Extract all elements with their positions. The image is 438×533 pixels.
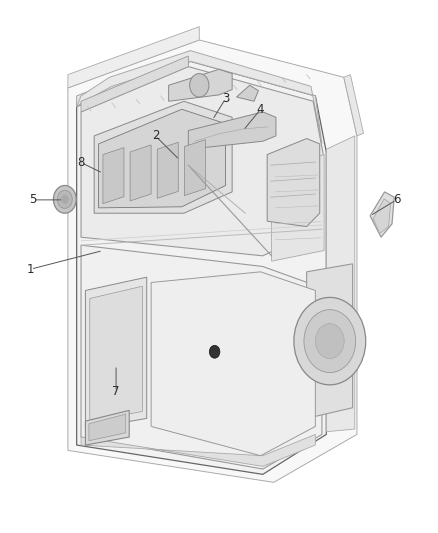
Text: 2: 2 bbox=[152, 130, 159, 142]
Polygon shape bbox=[237, 85, 258, 101]
Text: 6: 6 bbox=[392, 193, 400, 206]
Polygon shape bbox=[188, 112, 276, 149]
Polygon shape bbox=[89, 414, 126, 441]
Text: 3: 3 bbox=[222, 92, 229, 105]
Text: 1: 1 bbox=[27, 263, 35, 276]
Polygon shape bbox=[85, 410, 129, 445]
Text: 8: 8 bbox=[78, 156, 85, 169]
Polygon shape bbox=[103, 148, 124, 204]
Polygon shape bbox=[94, 101, 232, 213]
Polygon shape bbox=[307, 264, 353, 418]
Polygon shape bbox=[267, 139, 320, 227]
Polygon shape bbox=[81, 56, 188, 112]
Polygon shape bbox=[99, 109, 226, 208]
Polygon shape bbox=[157, 142, 178, 198]
Circle shape bbox=[61, 195, 68, 204]
Text: 5: 5 bbox=[29, 193, 36, 206]
Polygon shape bbox=[77, 61, 326, 474]
Polygon shape bbox=[81, 67, 323, 256]
Polygon shape bbox=[184, 140, 205, 196]
Text: 7: 7 bbox=[112, 385, 120, 398]
Circle shape bbox=[53, 185, 76, 213]
Circle shape bbox=[315, 324, 344, 359]
Polygon shape bbox=[151, 272, 315, 456]
Polygon shape bbox=[373, 199, 391, 233]
Polygon shape bbox=[272, 155, 324, 261]
Polygon shape bbox=[68, 40, 357, 482]
Circle shape bbox=[304, 310, 356, 373]
Polygon shape bbox=[77, 51, 322, 144]
Circle shape bbox=[57, 190, 72, 208]
Text: 4: 4 bbox=[257, 103, 265, 116]
Polygon shape bbox=[90, 286, 142, 421]
Polygon shape bbox=[77, 51, 191, 107]
Polygon shape bbox=[130, 145, 151, 201]
Circle shape bbox=[294, 297, 366, 385]
Polygon shape bbox=[85, 277, 147, 429]
Polygon shape bbox=[344, 75, 364, 136]
Polygon shape bbox=[326, 136, 355, 432]
Circle shape bbox=[209, 345, 220, 358]
Polygon shape bbox=[81, 434, 315, 466]
Polygon shape bbox=[81, 245, 322, 469]
Polygon shape bbox=[370, 192, 394, 237]
Circle shape bbox=[190, 74, 209, 97]
Polygon shape bbox=[169, 69, 232, 101]
Polygon shape bbox=[68, 27, 199, 88]
